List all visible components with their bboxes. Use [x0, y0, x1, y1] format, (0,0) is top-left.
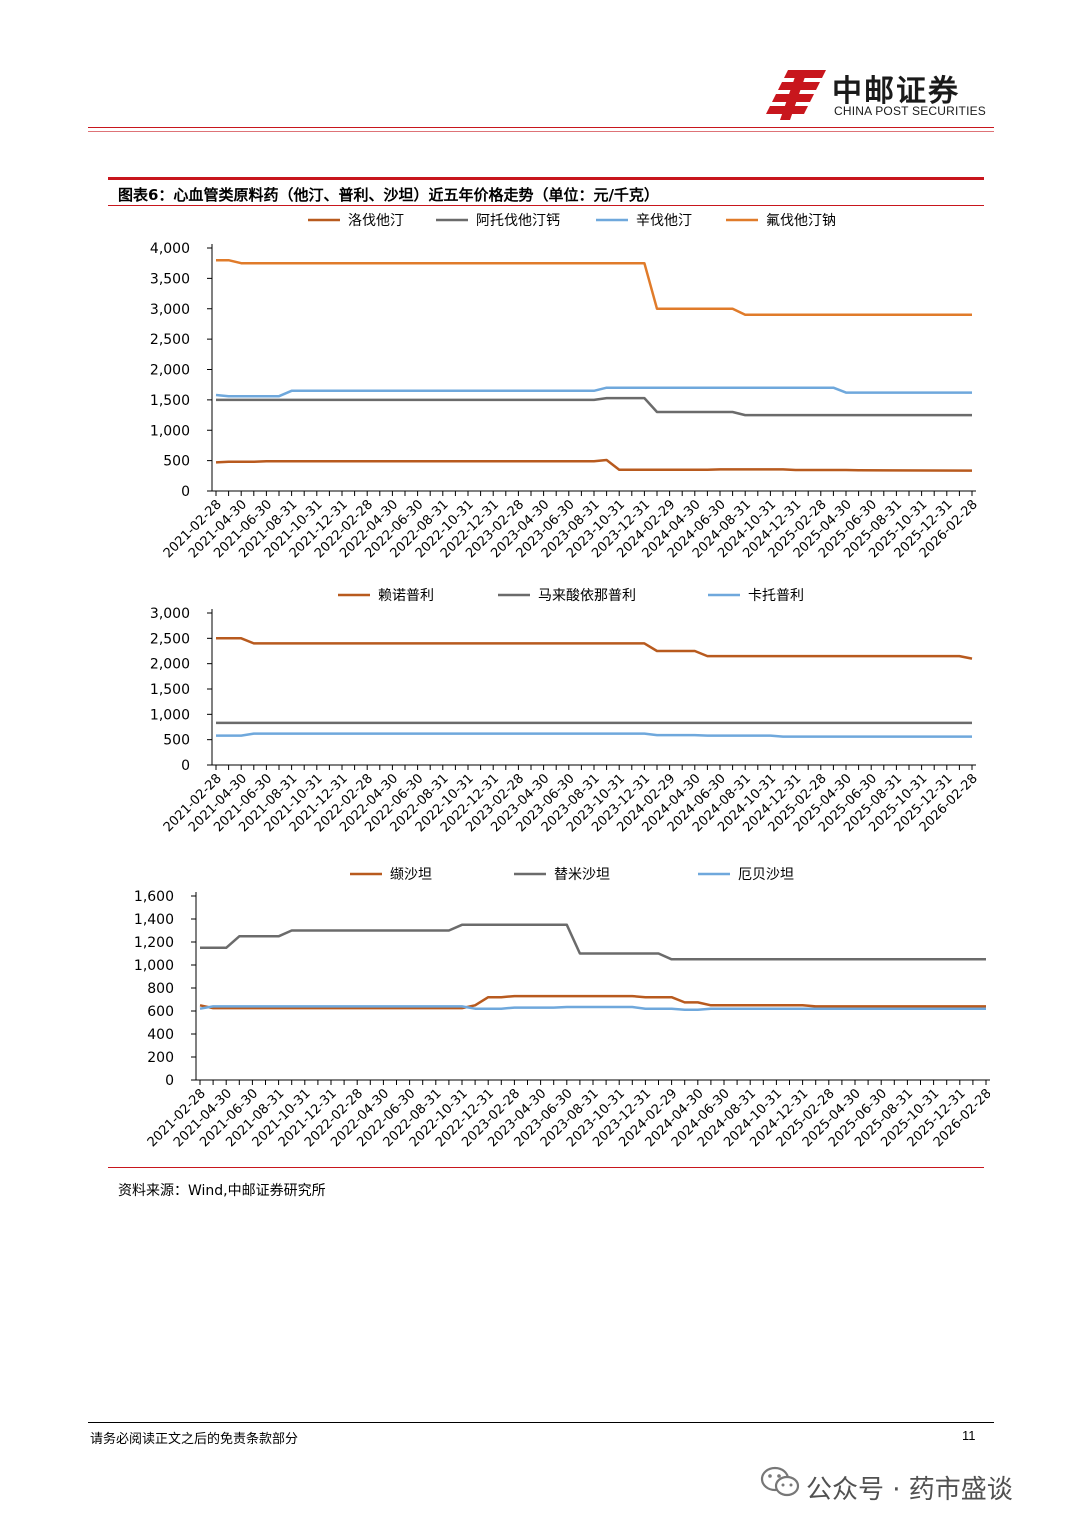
y-tick-label: 0	[181, 484, 190, 500]
legend-label: 卡托普利	[748, 588, 804, 604]
legend-item: 赖诺普利	[338, 588, 434, 604]
pril-price-chart: 赖诺普利 马来酸依那普利 卡托普利 0 500 1,000 1,500 2,000 2,500 3…	[150, 588, 981, 835]
figure-source: 资料来源：Wind,中邮证券研究所	[118, 1183, 326, 1199]
y-tick-label: 800	[147, 981, 174, 997]
footer-disclaimer: 请务必阅读正文之后的免责条款部分	[90, 1432, 299, 1447]
y-tick-label: 3,500	[150, 271, 190, 287]
y-tick-label: 400	[147, 1027, 174, 1043]
legend-label: 替米沙坦	[554, 867, 610, 883]
figure-top-rule	[108, 177, 984, 180]
y-tick-label: 1,000	[150, 423, 190, 439]
y-tick-label: 1,000	[150, 707, 190, 723]
legend-label: 马来酸依那普利	[538, 588, 636, 604]
legend-label: 氟伐他汀钠	[766, 213, 836, 229]
series-line	[216, 732, 972, 738]
y-tick-label: 1,200	[134, 935, 174, 951]
watermark-text: 公众号 · 药市盛谈	[806, 1475, 1013, 1505]
legend-label: 洛伐他汀	[348, 213, 404, 229]
y-tick-label: 2,000	[150, 363, 190, 379]
y-tick-label: 1,400	[134, 912, 174, 928]
y-tick-label: 1,500	[150, 393, 190, 409]
legend-label: 厄贝沙坦	[738, 867, 794, 883]
y-tick-label: 0	[181, 758, 190, 774]
y-tick-label: 0	[165, 1073, 174, 1089]
legend-item: 马来酸依那普利	[498, 588, 636, 604]
legend-item: 阿托伐他汀钙	[436, 213, 560, 229]
y-tick-label: 2,000	[150, 657, 190, 673]
header-divider	[88, 127, 994, 128]
wechat-watermark: 公众号 · 药市盛谈	[760, 1465, 1060, 1505]
footer-divider	[88, 1422, 994, 1423]
figure-title-rule	[108, 205, 984, 206]
logo-english-name: CHINA POST SECURITIES	[834, 104, 987, 118]
legend-item: 卡托普利	[708, 588, 804, 604]
legend-item: 氟伐他汀钠	[726, 213, 836, 229]
sartan-price-chart: 缬沙坦 替米沙坦 厄贝沙坦 0 200 400 600 800 1,000 1,200 1,400 1…	[134, 867, 990, 1150]
header-divider-thin	[88, 131, 994, 132]
series-line	[215, 386, 972, 398]
y-tick-label: 500	[163, 733, 190, 749]
series-line	[200, 923, 986, 961]
page-number: 11	[962, 1428, 976, 1443]
legend-item: 厄贝沙坦	[698, 867, 794, 883]
y-tick-label: 3,000	[150, 606, 190, 622]
legend-label: 阿托伐他汀钙	[476, 213, 560, 229]
series-line	[216, 637, 973, 660]
y-tick-label: 1,000	[134, 958, 174, 974]
y-tick-label: 1,500	[150, 682, 190, 698]
legend-label: 赖诺普利	[378, 588, 434, 604]
wechat-icon	[760, 1466, 800, 1497]
series-line	[199, 1005, 986, 1012]
y-tick-label: 1,600	[134, 889, 174, 905]
y-tick-label: 2,500	[150, 332, 190, 348]
china-post-logo-icon	[766, 70, 826, 120]
y-tick-label: 600	[147, 1004, 174, 1020]
series-line	[216, 258, 972, 317]
logo-chinese-name: 中邮证券	[832, 74, 960, 109]
legend-item: 替米沙坦	[514, 867, 610, 883]
legend-item: 洛伐他汀	[308, 213, 404, 229]
legend-label: 辛伐他汀	[636, 213, 692, 229]
figure-title: 图表6：心血管类原料药（他汀、普利、沙坦）近五年价格走势（单位：元/千克）	[118, 186, 659, 204]
series-line	[215, 458, 973, 472]
y-tick-label: 200	[147, 1050, 174, 1066]
source-rule	[108, 1167, 984, 1168]
y-tick-label: 4,000	[150, 241, 190, 257]
company-logo: 中邮证券 CHINA POST SECURITIES	[766, 66, 996, 122]
statin-price-chart: 洛伐他汀 阿托伐他汀钙 辛伐他汀 氟伐他汀钠 0 500 1,000 1,500 2,000 2,…	[150, 213, 981, 561]
y-tick-label: 500	[163, 454, 190, 470]
legend-item: 缬沙坦	[350, 867, 432, 883]
legend-item: 辛伐他汀	[596, 213, 692, 229]
y-tick-label: 3,000	[150, 302, 190, 318]
series-line	[216, 396, 972, 417]
y-tick-label: 2,500	[150, 631, 190, 647]
legend-label: 缬沙坦	[390, 867, 432, 883]
